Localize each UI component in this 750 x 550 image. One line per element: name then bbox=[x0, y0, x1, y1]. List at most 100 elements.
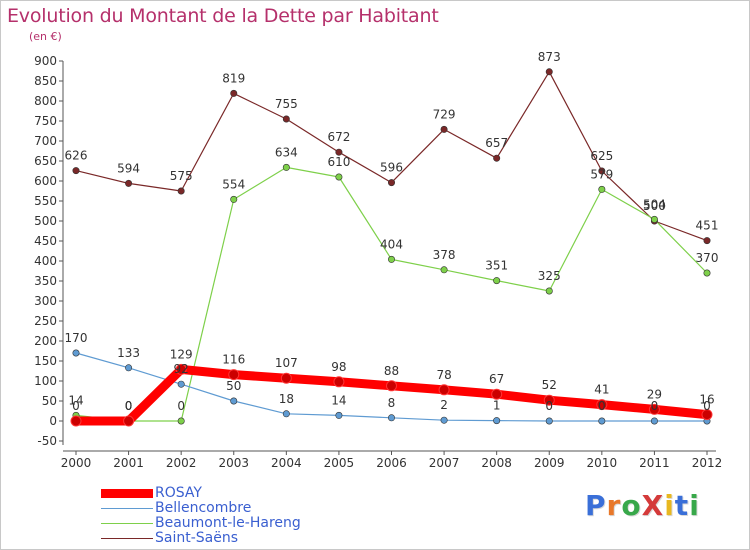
data-label-rosay: 52 bbox=[542, 378, 557, 392]
data-point-rosay bbox=[543, 394, 555, 406]
data-point-rosay bbox=[333, 376, 345, 388]
y-tick-label: 600 bbox=[34, 174, 57, 188]
x-tick-label: 2006 bbox=[376, 456, 407, 470]
data-label-bellencombre: 133 bbox=[117, 346, 140, 360]
x-tick-label: 2008 bbox=[481, 456, 512, 470]
data-label-bellencombre: 18 bbox=[279, 392, 294, 406]
data-point-beaumont-le-hareng bbox=[493, 277, 501, 285]
data-label-bellencombre: 2 bbox=[440, 398, 448, 412]
data-label-beaumont-le-hareng: 14 bbox=[68, 393, 83, 407]
data-point-rosay bbox=[280, 372, 292, 384]
x-tick-label: 2005 bbox=[324, 456, 355, 470]
logo-letter: r bbox=[606, 489, 622, 522]
x-tick-label: 2004 bbox=[271, 456, 302, 470]
data-label-saint-saens: 451 bbox=[696, 219, 719, 233]
legend-label: ROSAY bbox=[155, 485, 202, 501]
data-point-bellencombre bbox=[387, 414, 395, 422]
data-point-beaumont-le-hareng bbox=[598, 185, 606, 193]
legend-label: Bellencombre bbox=[155, 500, 252, 516]
data-point-bellencombre bbox=[493, 417, 501, 425]
y-tick-label: 100 bbox=[34, 374, 57, 388]
data-label-rosay: 129 bbox=[170, 347, 193, 361]
data-point-rosay bbox=[228, 369, 240, 381]
legend-swatch bbox=[101, 522, 153, 525]
y-tick-label: 450 bbox=[34, 234, 57, 248]
data-label-saint-saens: 657 bbox=[485, 136, 508, 150]
legend-item-beaumont-le-hareng: Beaumont-le-Hareng bbox=[101, 516, 301, 531]
data-point-saint-saens bbox=[545, 68, 553, 76]
data-point-beaumont-le-hareng bbox=[230, 195, 238, 203]
y-tick-label: 150 bbox=[34, 354, 57, 368]
x-tick-label: 2003 bbox=[218, 456, 249, 470]
data-label-bellencombre: 1 bbox=[493, 399, 501, 413]
data-label-saint-saens: 819 bbox=[222, 71, 245, 85]
data-point-saint-saens bbox=[703, 237, 711, 245]
data-point-rosay bbox=[386, 380, 397, 392]
logo-letter: t bbox=[674, 489, 690, 522]
data-label-beaumont-le-hareng: 579 bbox=[590, 167, 613, 181]
data-label-beaumont-le-hareng: 404 bbox=[380, 237, 403, 251]
x-tick-label: 2012 bbox=[692, 456, 723, 470]
data-point-saint-saens bbox=[177, 187, 185, 195]
data-point-bellencombre bbox=[177, 380, 185, 388]
data-point-saint-saens bbox=[387, 179, 395, 187]
x-tick-label: 2000 bbox=[61, 456, 92, 470]
x-tick-label: 2001 bbox=[113, 456, 144, 470]
legend-item-saint-saens: Saint-Saëns bbox=[101, 531, 301, 546]
data-point-saint-saens bbox=[282, 115, 290, 123]
data-point-beaumont-le-hareng bbox=[703, 269, 711, 277]
data-point-bellencombre bbox=[598, 417, 606, 425]
data-point-rosay bbox=[70, 415, 82, 427]
data-label-rosay: 16 bbox=[699, 393, 714, 407]
data-label-rosay: 107 bbox=[275, 356, 298, 370]
data-point-beaumont-le-hareng bbox=[335, 173, 343, 181]
data-point-beaumont-le-hareng bbox=[177, 417, 185, 425]
data-point-beaumont-le-hareng bbox=[440, 266, 448, 274]
data-label-rosay: 78 bbox=[436, 368, 451, 382]
x-tick-label: 2010 bbox=[587, 456, 618, 470]
data-label-bellencombre: 0 bbox=[545, 399, 553, 413]
data-point-saint-saens bbox=[493, 154, 501, 162]
legend: ROSAY Bellencombre Beaumont-le-Hareng Saint… bbox=[101, 486, 301, 546]
data-label-rosay: 67 bbox=[489, 372, 504, 386]
data-point-bellencombre bbox=[125, 364, 133, 372]
data-label-beaumont-le-hareng: 554 bbox=[222, 177, 245, 191]
y-tick-label: -50 bbox=[37, 434, 57, 448]
data-point-bellencombre bbox=[72, 349, 80, 357]
y-tick-label: 300 bbox=[34, 294, 57, 308]
data-label-saint-saens: 873 bbox=[538, 50, 561, 64]
data-label-bellencombre: 14 bbox=[331, 393, 346, 407]
data-point-rosay bbox=[648, 403, 660, 415]
data-label-beaumont-le-hareng: 325 bbox=[538, 269, 561, 283]
data-label-beaumont-le-hareng: 370 bbox=[696, 251, 719, 265]
data-label-saint-saens: 625 bbox=[590, 149, 613, 163]
y-tick-label: 250 bbox=[34, 314, 57, 328]
legend-swatch bbox=[101, 489, 153, 498]
data-label-beaumont-le-hareng: 634 bbox=[275, 145, 298, 159]
data-label-saint-saens: 596 bbox=[380, 161, 403, 175]
data-point-rosay bbox=[438, 384, 450, 396]
data-label-saint-saens: 672 bbox=[327, 130, 350, 144]
data-label-rosay: 98 bbox=[331, 360, 346, 374]
y-tick-label: 700 bbox=[34, 134, 57, 148]
data-point-saint-saens bbox=[440, 125, 448, 133]
data-point-rosay bbox=[175, 363, 187, 375]
legend-item-rosay: ROSAY bbox=[101, 486, 301, 501]
proxiti-logo: ProXiti bbox=[585, 489, 700, 522]
data-point-beaumont-le-hareng bbox=[545, 287, 553, 295]
logo-letter: i bbox=[689, 489, 700, 522]
legend-swatch bbox=[101, 507, 153, 510]
chart-subtitle: (en €) bbox=[29, 30, 62, 43]
data-label-saint-saens: 626 bbox=[65, 149, 88, 163]
x-tick-label: 2002 bbox=[166, 456, 197, 470]
data-label-rosay: 88 bbox=[384, 364, 399, 378]
data-point-beaumont-le-hareng bbox=[387, 255, 395, 263]
y-tick-label: 650 bbox=[34, 154, 57, 168]
data-point-saint-saens bbox=[598, 167, 606, 175]
legend-label: Beaumont-le-Hareng bbox=[155, 515, 301, 531]
y-tick-label: 400 bbox=[34, 254, 57, 268]
data-label-bellencombre: 0 bbox=[703, 399, 711, 413]
data-label-bellencombre: 8 bbox=[388, 396, 396, 410]
data-point-saint-saens bbox=[125, 179, 133, 187]
legend-swatch bbox=[101, 537, 153, 540]
